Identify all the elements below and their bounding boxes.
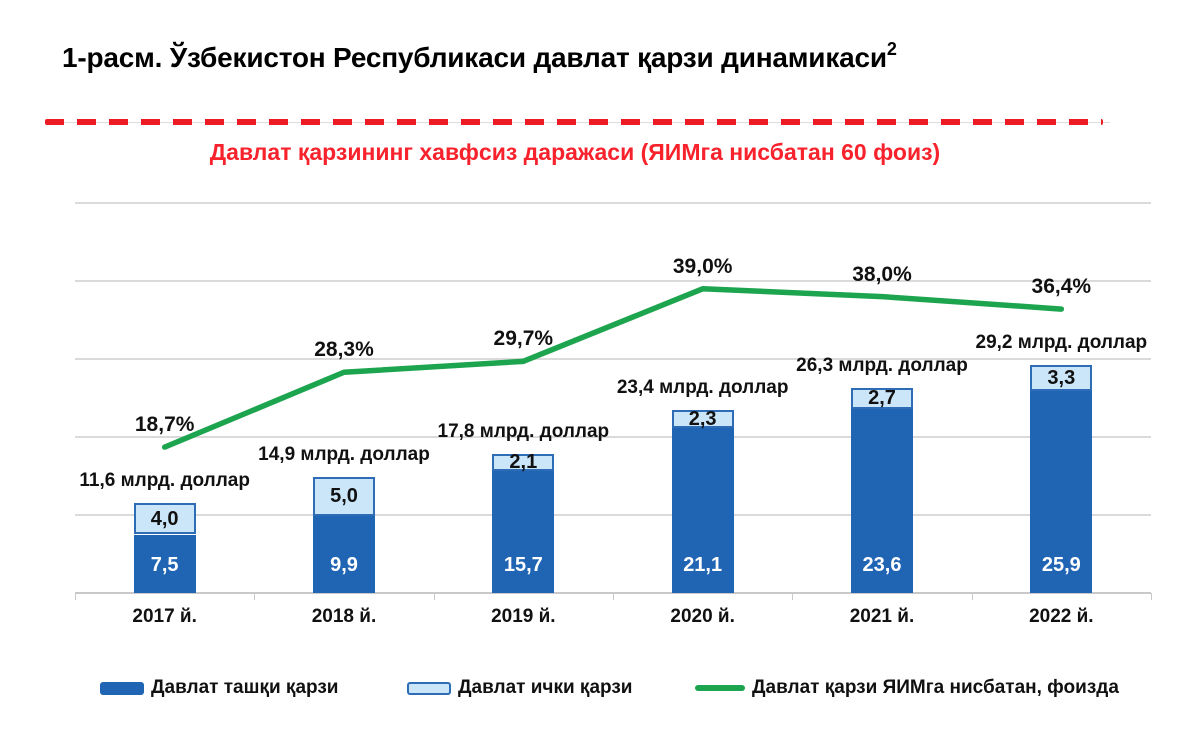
x-axis-category-label: 2021 й. xyxy=(849,606,915,627)
legend-label: Давлат ички қарзи xyxy=(458,677,633,698)
external-debt-value-label: 21,1 xyxy=(683,554,723,576)
gdp-ratio-percent-label: 18,7% xyxy=(134,413,195,437)
internal-debt-value-label: 5,0 xyxy=(330,485,358,508)
x-axis-category-label: 2017 й. xyxy=(132,606,197,627)
bar-segment-internal-debt xyxy=(313,476,375,516)
external-debt-value-label: 15,7 xyxy=(503,554,543,576)
x-axis-category-label: 2019 й. xyxy=(491,606,556,627)
internal-debt-value-label: 3,3 xyxy=(1047,367,1076,390)
x-axis-category-label: 2022 й. xyxy=(1029,606,1094,627)
x-axis-tick xyxy=(254,593,256,600)
external-debt-swatch-icon xyxy=(100,681,144,695)
gridline xyxy=(75,514,1151,516)
external-debt-value-label: 9,9 xyxy=(330,554,358,576)
bar-segment-internal-debt xyxy=(133,503,196,535)
total-debt-label: 14,9 млрд. доллар xyxy=(258,443,430,465)
x-axis-tick xyxy=(613,593,614,600)
legend-item-internal-debt: Давлат ички қарзи xyxy=(407,676,633,700)
gdp-ratio-percent-label: 38,0% xyxy=(852,262,912,286)
bar-segment-external-debt xyxy=(313,515,375,593)
external-debt-value-label: 25,9 xyxy=(1041,554,1081,576)
x-axis-tick xyxy=(433,593,435,600)
total-debt-label: 11,6 млрд. доллар xyxy=(79,470,250,492)
x-axis-tick xyxy=(792,593,794,600)
internal-debt-value-label: 2,7 xyxy=(868,387,896,410)
gdp-ratio-percent-label: 28,3% xyxy=(314,338,374,362)
x-axis-category-label: 2018 й. xyxy=(311,606,377,627)
total-debt-label: 26,3 млрд. доллар xyxy=(796,354,968,376)
external-debt-value-label: 7,5 xyxy=(150,554,179,576)
bar-segment-external-debt xyxy=(492,470,555,593)
internal-debt-value-label: 4,0 xyxy=(150,507,179,530)
legend-label: Давлат ташқи қарзи xyxy=(151,677,339,698)
x-axis-tick xyxy=(971,593,973,600)
gdp-ratio-line-swatch-icon xyxy=(695,685,745,691)
bar-segment-external-debt xyxy=(671,428,734,593)
chart-legend: Давлат ташқи қарзи Давлат ички қарзи Дав… xyxy=(0,676,1200,706)
external-debt-value-label: 23,6 xyxy=(862,554,902,576)
bar-segment-internal-debt xyxy=(492,454,555,471)
bar-segment-external-debt xyxy=(133,534,196,593)
chart-title: 1-расм. Ўзбекистон Республикаси давлат қ… xyxy=(62,39,897,74)
legend-label: Давлат қарзи ЯИМга нисбатан, фоизда xyxy=(752,677,1119,698)
internal-debt-swatch-icon xyxy=(407,681,451,695)
chart-title-footnote-marker: 2 xyxy=(886,39,897,59)
x-axis-category-label: 2020 й. xyxy=(670,606,735,627)
total-debt-label: 23,4 млрд. доллар xyxy=(616,377,789,399)
internal-debt-value-label: 2,1 xyxy=(509,451,538,474)
gdp-ratio-percent-label: 39,0% xyxy=(672,254,733,278)
total-debt-label: 17,8 млрд. доллар xyxy=(437,421,610,443)
gdp-ratio-percent-label: 29,7% xyxy=(493,327,554,351)
x-axis-tick xyxy=(1151,593,1152,600)
internal-debt-value-label: 2,3 xyxy=(688,408,717,431)
gdp-ratio-percent-label: 36,4% xyxy=(1031,275,1092,299)
chart-title-text: 1-расм. Ўзбекистон Республикаси давлат қ… xyxy=(62,42,887,73)
legend-item-gdp-ratio-line: Давлат қарзи ЯИМга нисбатан, фоизда xyxy=(695,676,1119,700)
safe-level-line xyxy=(45,118,1110,127)
legend-item-external-debt: Давлат ташқи қарзи xyxy=(100,676,339,700)
gridline xyxy=(75,280,1151,282)
safe-level-dashed-line xyxy=(45,119,1103,125)
safe-level-caption: Давлат қарзининг хавфсиз даражаси (ЯИМга… xyxy=(209,139,941,165)
total-debt-label: 29,2 млрд. доллар xyxy=(975,332,1148,354)
gridline xyxy=(75,202,1151,204)
x-axis-tick xyxy=(75,593,76,600)
